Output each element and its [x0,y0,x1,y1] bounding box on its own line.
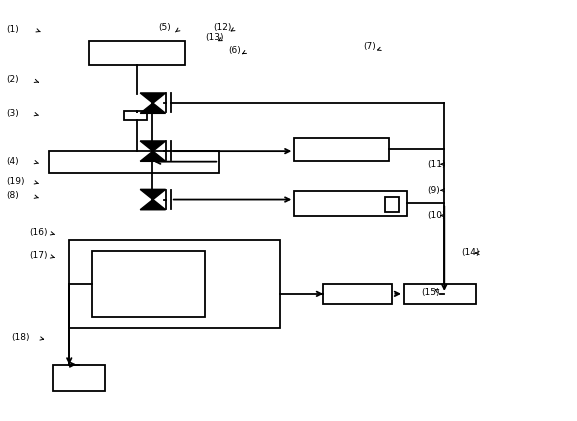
Polygon shape [140,151,166,161]
Bar [294,138,389,161]
Text: (9): (9) [427,186,440,195]
Text: (13): (13) [205,33,223,43]
Text: (8): (8) [6,191,18,200]
Polygon shape [140,93,166,103]
Bar [49,151,219,173]
Text: (16): (16) [29,228,47,237]
Polygon shape [140,189,166,200]
Text: (5): (5) [159,23,171,32]
Text: (3): (3) [6,109,18,118]
Bar [385,197,399,212]
Bar [323,284,392,304]
Bar [294,191,407,216]
Text: (10): (10) [427,211,445,220]
Polygon shape [140,141,166,151]
Polygon shape [140,200,166,210]
Text: (11): (11) [427,160,445,169]
Text: (2): (2) [6,75,18,85]
Text: (14): (14) [462,248,480,257]
Bar [69,240,280,328]
Bar [92,251,205,317]
Text: (4): (4) [6,157,18,166]
Bar [89,41,185,65]
Text: (17): (17) [29,251,47,261]
Bar [53,365,105,391]
Text: (7): (7) [364,42,376,51]
Text: (12): (12) [213,23,232,32]
Text: (18): (18) [12,333,30,342]
Bar [124,111,147,120]
Polygon shape [140,103,166,113]
Text: (15): (15) [421,288,440,297]
Text: (1): (1) [6,25,18,34]
Text: (19): (19) [6,177,24,187]
Bar [404,284,476,304]
Text: (6): (6) [228,46,241,55]
